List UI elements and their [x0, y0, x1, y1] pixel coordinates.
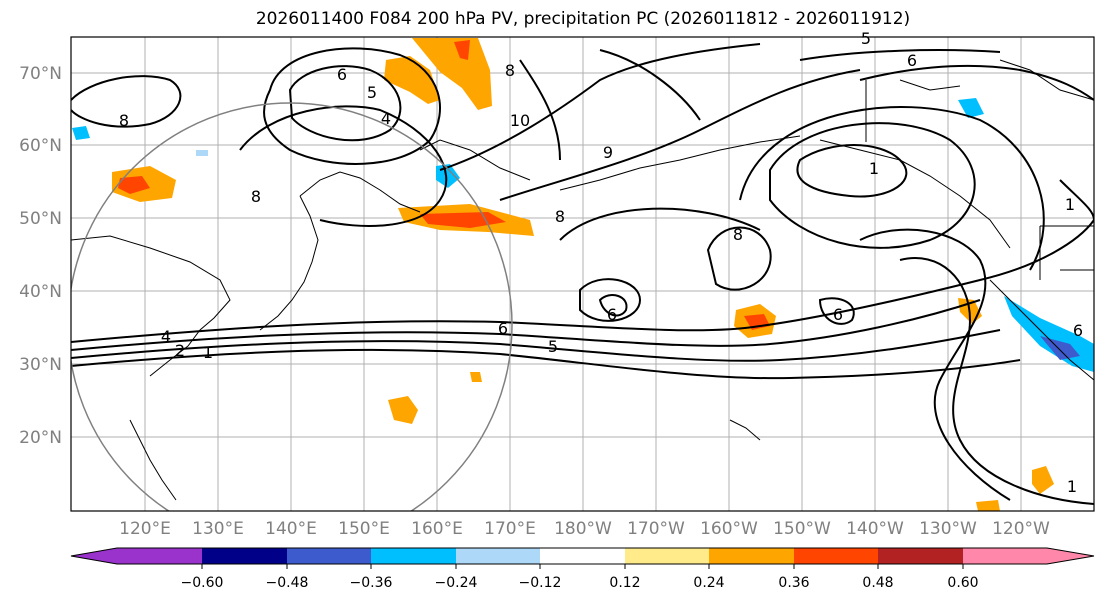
precip-positive-area [384, 56, 440, 104]
lon-label: 170°E [484, 519, 536, 539]
contour-label: 5 [367, 83, 377, 102]
lon-label: 120°W [992, 519, 1050, 539]
lon-label: 130°W [919, 519, 977, 539]
coastlines [71, 59, 1094, 501]
colorbar-tick-label: −0.48 [266, 575, 309, 591]
precip-positive-area [976, 500, 1000, 511]
colorbar: −0.60 −0.48 −0.36 −0.24 −0.12 0.12 0.24 … [70, 547, 1095, 591]
precip-strong-area [420, 212, 506, 228]
precipitation-shading [72, 38, 1094, 511]
colorbar-segment [878, 548, 963, 564]
contour-label: 10 [510, 111, 530, 130]
precip-strong-area [454, 40, 470, 60]
contour-label: 6 [907, 51, 917, 70]
precip-positive-area [470, 372, 482, 382]
longitude-labels: 120°E 130°E 140°E 150°E 160°E 170°E 180°… [119, 519, 1050, 539]
contour-label: 1 [1067, 477, 1077, 496]
contour-label: 4 [161, 327, 171, 346]
colorbar-tick-label: −0.60 [181, 575, 224, 591]
contour-label: 1 [869, 159, 879, 178]
precip-positive-area [388, 396, 418, 424]
lon-label: 180°W [554, 519, 612, 539]
colorbar-segment [117, 548, 202, 564]
lat-label: 30°N [19, 355, 62, 375]
map-frame [70, 36, 1095, 512]
contour-label: 8 [555, 207, 565, 226]
lat-label: 60°N [19, 136, 62, 156]
colorbar-tick-label: 0.60 [947, 575, 978, 591]
latitude-labels: 70°N 60°N 50°N 40°N 30°N 20°N [19, 64, 62, 448]
contour-label: 6 [498, 319, 508, 338]
lat-label: 50°N [19, 209, 62, 229]
colorbar-tick-label: −0.36 [350, 575, 393, 591]
colorbar-extend-low [71, 548, 117, 564]
precip-strong-area [118, 176, 150, 194]
lon-label: 170°W [627, 519, 685, 539]
range-circle [71, 102, 513, 511]
contour-label: 6 [607, 305, 617, 324]
lat-label: 70°N [19, 64, 62, 84]
lon-label: 140°W [846, 519, 904, 539]
precip-negative-weak-area [196, 150, 208, 156]
colorbar-segment [202, 548, 287, 564]
precip-positive-area [1032, 466, 1054, 494]
colorbar-segment [540, 548, 625, 564]
lon-label: 140°E [265, 519, 317, 539]
colorbar-segment [963, 548, 1047, 564]
precip-negative-area [72, 126, 90, 140]
precip-negative-area [958, 98, 984, 118]
colorbar-tick-label: 0.12 [609, 575, 640, 591]
contour-label: 6 [337, 65, 347, 84]
contour-label: 8 [119, 111, 129, 130]
colorbar-tick-label: 0.24 [693, 575, 724, 591]
colorbar-tick-label: 0.36 [778, 575, 809, 591]
lon-label: 160°E [411, 519, 463, 539]
contour-label: 4 [381, 109, 391, 128]
lon-label: 150°W [773, 519, 831, 539]
contour-label: 1 [1065, 195, 1075, 214]
lon-label: 120°E [119, 519, 171, 539]
precip-positive-area [412, 38, 492, 110]
contour-label: 5 [548, 337, 558, 356]
lat-label: 20°N [19, 428, 62, 448]
colorbar-outline [70, 547, 1095, 565]
colorbar-segment [456, 548, 540, 564]
contour-label: 8 [733, 225, 743, 244]
contour-labels: 6 5 4 8 8 10 9 8 6 5 1 8 6 6 4 2 1 6 5 1… [119, 29, 1083, 496]
colorbar-segment [625, 548, 709, 564]
contour-label: 5 [861, 29, 871, 48]
map-title: 2026011400 F084 200 hPa PV, precipitatio… [255, 9, 911, 29]
contour-label: 6 [833, 305, 843, 324]
precip-negative-strong-area [1040, 336, 1080, 360]
lon-label: 130°E [192, 519, 244, 539]
colorbar-extend-high [1047, 548, 1094, 564]
colorbar-segment [794, 548, 878, 564]
colorbar-tick-label: −0.12 [519, 575, 562, 591]
contour-label: 8 [505, 61, 515, 80]
colorbar-tick-label: 0.48 [862, 575, 893, 591]
contour-label: 9 [603, 143, 613, 162]
colorbar-tick-label: −0.24 [435, 575, 478, 591]
contour-label: 2 [175, 341, 185, 360]
lon-label: 160°W [700, 519, 758, 539]
colorbar-segment [371, 548, 456, 564]
contour-label: 6 [1073, 321, 1083, 340]
lon-label: 150°E [338, 519, 390, 539]
colorbar-segment [287, 548, 371, 564]
pv-contours [71, 43, 1094, 505]
contour-label: 8 [251, 187, 261, 206]
contour-label: 1 [203, 343, 213, 362]
colorbar-segment [709, 548, 794, 564]
lat-label: 40°N [19, 282, 62, 302]
